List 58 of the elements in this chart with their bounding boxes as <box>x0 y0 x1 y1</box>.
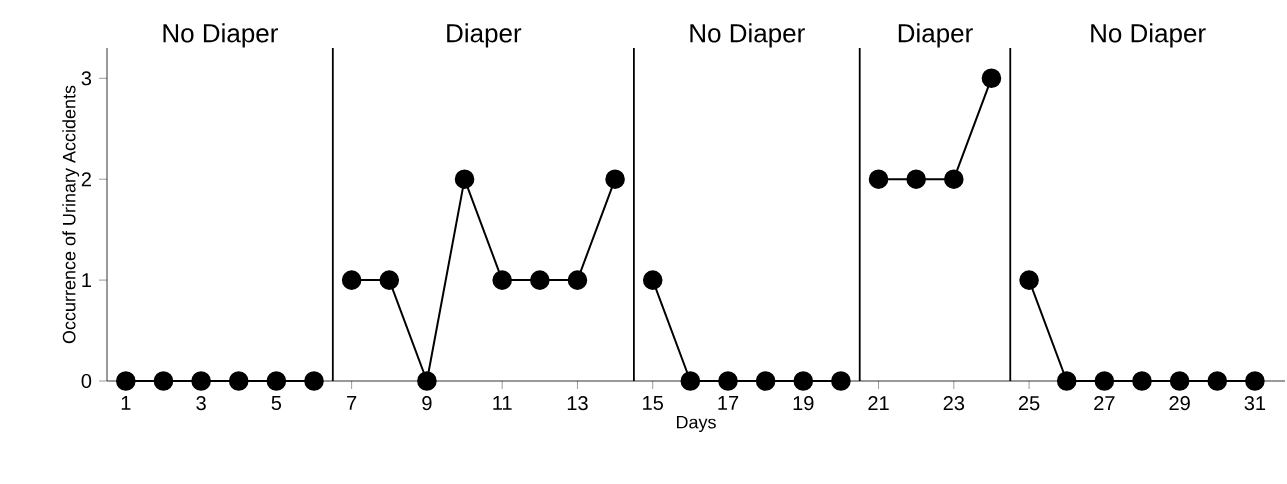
x-tick-label: 5 <box>271 396 282 411</box>
point <box>379 270 400 290</box>
point <box>868 169 889 189</box>
point <box>1207 371 1228 391</box>
x-tick-label: 13 <box>567 396 588 411</box>
point <box>1169 371 1190 391</box>
text: No Diaper <box>1091 23 1206 48</box>
x-tick-label: 9 <box>422 396 432 411</box>
point <box>116 371 136 391</box>
x-tick-label: 15 <box>643 396 664 411</box>
point <box>492 270 512 290</box>
point <box>454 169 475 189</box>
point <box>417 371 437 391</box>
y-tick-label: 3 <box>81 71 92 86</box>
x-tick-label: 17 <box>718 396 739 410</box>
x-tick-label: 19 <box>793 396 814 411</box>
y-axis-title: Occurrence of Urinary Accidents <box>62 85 80 344</box>
point <box>266 371 287 391</box>
y-tick-label: 1 <box>82 273 91 287</box>
y-tick-label: 0 <box>81 373 92 389</box>
x-axis-title: Days <box>676 415 716 433</box>
x-tick-label: 11 <box>493 396 512 410</box>
point <box>680 371 701 391</box>
point <box>831 371 851 391</box>
point <box>605 169 625 189</box>
point <box>718 371 738 391</box>
x-tick-label: 29 <box>1169 396 1190 411</box>
x-tick-label: 23 <box>943 396 965 411</box>
x-tick-label: 25 <box>1018 396 1040 411</box>
x-tick-label: 1 <box>121 396 131 410</box>
point <box>530 270 550 290</box>
text: No Diaper <box>690 23 805 48</box>
x-tick-label: 3 <box>196 396 206 411</box>
point <box>1132 371 1152 391</box>
point <box>642 270 663 290</box>
point <box>1019 270 1039 290</box>
point <box>153 371 174 391</box>
text: Diaper <box>447 23 522 48</box>
x-tick-label: 21 <box>868 396 889 411</box>
point <box>191 371 211 391</box>
point <box>906 169 926 189</box>
point <box>793 371 814 391</box>
point <box>1245 371 1265 391</box>
point <box>228 371 249 391</box>
point <box>755 371 776 391</box>
text: No Diaper <box>163 23 278 48</box>
point <box>341 270 362 290</box>
y-tick-label: 2 <box>81 172 91 187</box>
text: Diaper <box>898 23 973 48</box>
point <box>1094 371 1115 391</box>
point <box>567 270 588 290</box>
point <box>304 371 324 391</box>
point <box>1056 371 1077 391</box>
point <box>944 169 964 189</box>
point <box>981 68 1002 89</box>
x-tick-label: 7 <box>347 396 357 410</box>
x-tick-label: 31 <box>1244 396 1266 411</box>
x-tick-label: 27 <box>1094 396 1115 411</box>
